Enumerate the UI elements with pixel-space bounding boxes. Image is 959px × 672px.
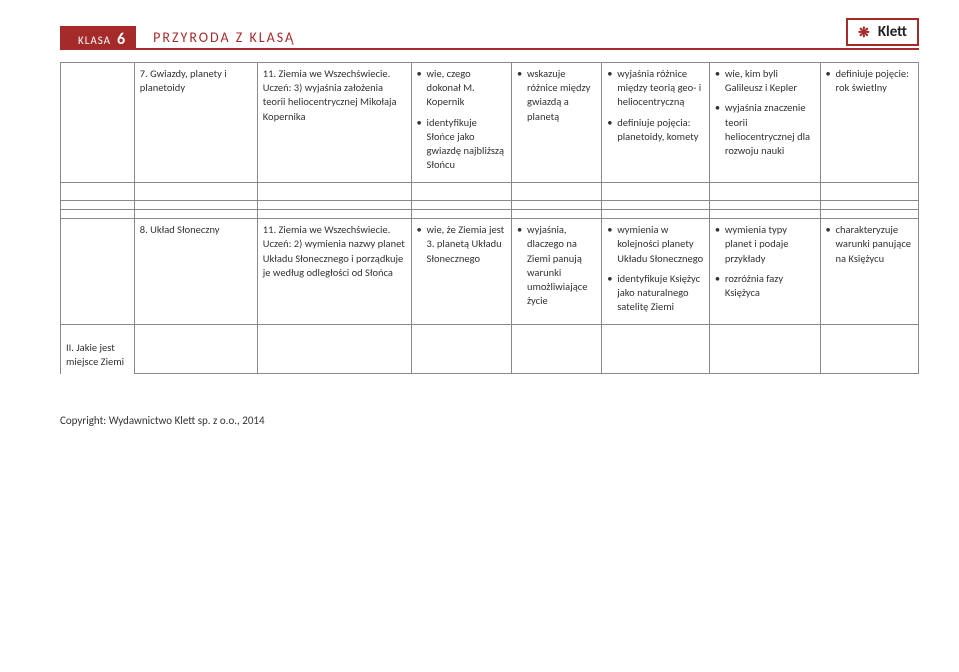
bullet-item: wie, kim byli Galileusz i Kepler bbox=[725, 67, 815, 95]
table-row: II. Jakie jest miejsce Ziemi bbox=[61, 325, 919, 374]
section-label: II. Jakie jest miejsce Ziemi bbox=[66, 329, 129, 369]
table-spacer-row bbox=[61, 210, 919, 219]
curriculum-cell: 11. Ziemia we Wszechświecie. Uczeń: 2) w… bbox=[257, 219, 411, 325]
bullet-item: wymienia w kolejności planety Układu Sło… bbox=[617, 223, 704, 266]
klasa-label: KLASA bbox=[78, 34, 111, 47]
bullet-item: wie, czego dokonał M. Kopernik bbox=[427, 67, 506, 110]
level-d-cell: wie, kim byli Galileusz i Kepler wyjaśni… bbox=[709, 63, 820, 183]
level-b-cell: wskazuje różnice między gwiazdą a planet… bbox=[512, 63, 602, 183]
bullet-item: wymienia typy planet i podaje przykłady bbox=[725, 223, 815, 266]
section-cell bbox=[61, 63, 135, 183]
page-title: PRZYRODA Z KLASĄ bbox=[135, 26, 919, 50]
bullet-item: wskazuje różnice między gwiazdą a planet… bbox=[527, 67, 596, 124]
page-footer: Copyright: Wydawnictwo Klett sp. z o.o.,… bbox=[0, 394, 959, 437]
table-row: 8. Układ Słoneczny 11. Ziemia we Wszechś… bbox=[61, 219, 919, 325]
bullet-item: charakteryzuje warunki panujące na Księż… bbox=[836, 223, 913, 266]
brand-box: ❋ Klett bbox=[846, 18, 919, 46]
section-label-cell: II. Jakie jest miejsce Ziemi bbox=[61, 325, 135, 374]
bullet-item: identyfikuje Księżyc jako naturalnego sa… bbox=[617, 272, 704, 315]
topic-cell: 7. Gwiazdy, planety i planetoidy bbox=[134, 63, 257, 183]
bullet-item: wyjaśnia różnice między teorią geo- i he… bbox=[617, 67, 704, 110]
table-row: 7. Gwiazdy, planety i planetoidy 11. Zie… bbox=[61, 63, 919, 183]
level-a-cell: wie, czego dokonał M. Kopernik identyfik… bbox=[411, 63, 511, 183]
page-header: KLASA 6 PRZYRODA Z KLASĄ ❋ Klett bbox=[60, 20, 919, 56]
level-b-cell: wyjaśnia, dlaczego na Ziemi panują warun… bbox=[512, 219, 602, 325]
curriculum-table: 7. Gwiazdy, planety i planetoidy 11. Zie… bbox=[60, 62, 919, 374]
klasa-number: 6 bbox=[117, 30, 126, 49]
level-c-cell: wymienia w kolejności planety Układu Sło… bbox=[602, 219, 710, 325]
bullet-item: identyfikuje Słońce jako gwiazdę najbliż… bbox=[427, 116, 506, 173]
bullet-item: wyjaśnia znaczenie teorii heliocentryczn… bbox=[725, 101, 815, 158]
curriculum-cell: 11. Ziemia we Wszechświecie. Uczeń: 3) w… bbox=[257, 63, 411, 183]
level-c-cell: wyjaśnia różnice między teorią geo- i he… bbox=[602, 63, 710, 183]
table-spacer-row bbox=[61, 183, 919, 201]
topic-cell: 8. Układ Słoneczny bbox=[134, 219, 257, 325]
bullet-item: wie, że Ziemia jest 3. planetą Układu Sł… bbox=[427, 223, 506, 266]
level-e-cell: charakteryzuje warunki panujące na Księż… bbox=[820, 219, 918, 325]
section-cell bbox=[61, 219, 135, 325]
bullet-item: wyjaśnia, dlaczego na Ziemi panują warun… bbox=[527, 223, 596, 308]
bullet-item: definiuje pojęcia: planetoidy, komety bbox=[617, 116, 704, 144]
bullet-item: definiuje pojęcie: rok świetlny bbox=[836, 67, 913, 95]
brand-text: Klett bbox=[878, 23, 907, 41]
bullet-item: rozróżnia fazy Księżyca bbox=[725, 272, 815, 300]
level-e-cell: definiuje pojęcie: rok świetlny bbox=[820, 63, 918, 183]
brand-icon: ❋ bbox=[854, 24, 874, 40]
level-d-cell: wymienia typy planet i podaje przykłady … bbox=[709, 219, 820, 325]
level-a-cell: wie, że Ziemia jest 3. planetą Układu Sł… bbox=[411, 219, 511, 325]
klasa-badge: KLASA 6 bbox=[60, 26, 136, 50]
table-spacer-row bbox=[61, 201, 919, 210]
